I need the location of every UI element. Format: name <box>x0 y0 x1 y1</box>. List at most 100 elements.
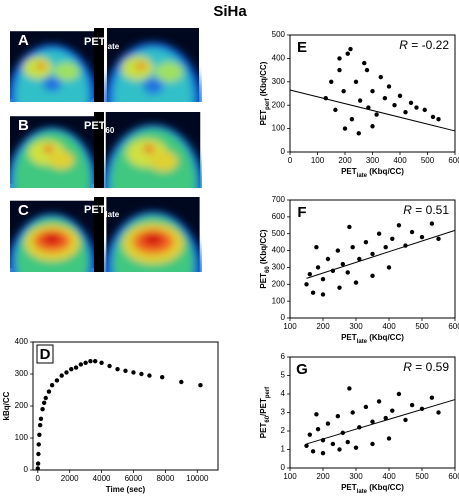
y-tick-label: 6 <box>281 352 286 361</box>
y-tick-label: 200 <box>272 279 286 288</box>
point <box>403 110 408 115</box>
panel-label: PETlate <box>84 204 120 219</box>
point <box>436 410 441 415</box>
point <box>362 60 367 66</box>
point <box>370 419 375 424</box>
point <box>99 360 104 365</box>
x-tick-label: 400 <box>382 472 396 481</box>
annotation: R = -0.22 <box>399 38 449 52</box>
panel-letter: C <box>18 202 29 219</box>
image-panel-b: B PET60 <box>6 112 204 188</box>
y-tick-label: 100 <box>15 433 29 442</box>
y-tick-label: 700 <box>272 195 286 204</box>
point <box>73 365 79 370</box>
y-tick-label: 100 <box>272 296 286 305</box>
y-tick-label: 1 <box>281 445 286 454</box>
x-tick-label: 100 <box>283 322 297 331</box>
point <box>54 378 60 383</box>
point <box>49 383 55 388</box>
point <box>37 423 43 428</box>
point <box>357 256 362 262</box>
point <box>333 107 338 113</box>
point <box>315 426 321 432</box>
point <box>386 84 392 89</box>
point <box>342 126 348 131</box>
point <box>396 391 402 397</box>
panel-letter: D <box>40 346 51 363</box>
panel-letter: B <box>18 117 29 134</box>
point <box>147 373 152 378</box>
point <box>347 224 352 230</box>
point <box>304 443 309 448</box>
trendline <box>306 229 456 279</box>
panel-letter-box <box>294 360 310 378</box>
point <box>353 79 359 85</box>
point <box>414 105 419 110</box>
point <box>430 114 436 120</box>
x-tick-label: 4000 <box>93 474 111 483</box>
panel-letter: E <box>297 39 307 56</box>
point <box>335 414 341 419</box>
point <box>429 221 435 226</box>
point <box>348 46 353 52</box>
point <box>345 270 350 275</box>
y-tick-label: 0 <box>281 147 286 156</box>
point <box>345 439 350 445</box>
y-tick-label: 3 <box>281 408 286 417</box>
y-axis-label: PET60/PETperf <box>259 386 270 438</box>
panel-letter: F <box>297 204 306 221</box>
y-tick-label: 300 <box>15 369 29 378</box>
trendline <box>306 399 456 445</box>
point <box>337 56 342 61</box>
point <box>376 399 382 404</box>
plot-frame <box>32 341 219 471</box>
x-tick-label: 500 <box>415 322 429 331</box>
point <box>320 277 326 282</box>
point <box>88 359 93 364</box>
point <box>159 375 165 380</box>
point <box>383 245 388 250</box>
point <box>337 285 342 290</box>
y-tick-label: 0 <box>281 313 286 322</box>
point <box>370 251 375 257</box>
point <box>36 442 41 447</box>
point <box>310 290 316 295</box>
point <box>310 449 316 454</box>
point <box>35 461 41 466</box>
x-tick-label: 2000 <box>61 474 79 483</box>
point <box>337 447 342 452</box>
point <box>107 363 112 369</box>
x-tick-label: 500 <box>415 472 429 481</box>
x-axis-label: PETlate (Kbq/CC) <box>341 483 404 494</box>
point <box>397 93 403 99</box>
point <box>340 261 345 267</box>
point <box>429 395 435 400</box>
point <box>353 445 359 450</box>
point <box>46 389 52 394</box>
point <box>325 421 331 426</box>
point <box>353 280 359 285</box>
annotation: R = 0.59 <box>403 360 449 374</box>
x-tick-label: 200 <box>316 472 330 481</box>
plot-frame <box>289 199 456 319</box>
x-tick-label: 300 <box>349 322 363 331</box>
y-tick-label: 200 <box>272 100 286 109</box>
x-tick-label: 0 <box>36 474 41 483</box>
y-tick-label: 100 <box>272 124 286 133</box>
point <box>374 112 379 117</box>
point <box>392 103 397 108</box>
point <box>304 282 309 287</box>
point <box>40 407 45 412</box>
point <box>307 271 312 277</box>
y-tick-label: 400 <box>272 54 286 63</box>
point <box>198 383 203 388</box>
x-tick-label: 500 <box>421 156 435 165</box>
y-axis-label: PET60 (Kbq/CC) <box>259 229 270 288</box>
panel-letter-box <box>36 344 54 364</box>
point <box>364 67 370 73</box>
point <box>320 292 326 297</box>
point <box>363 404 369 410</box>
x-tick-label: 200 <box>316 322 330 331</box>
trendline <box>289 89 456 132</box>
point <box>390 408 395 413</box>
